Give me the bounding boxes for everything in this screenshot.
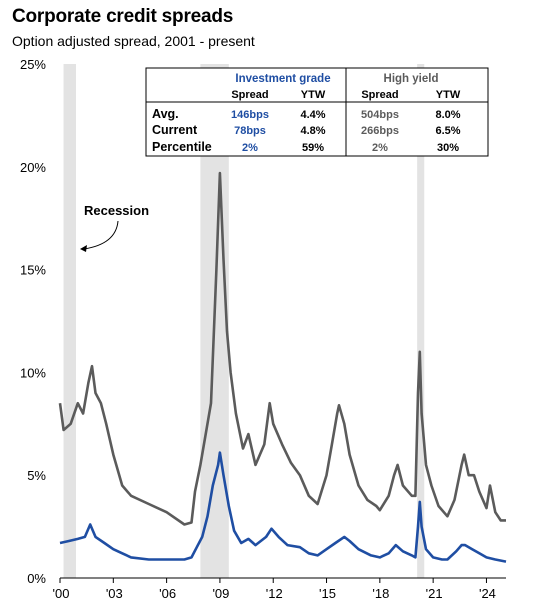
x-tick-label: '00 [53, 586, 70, 601]
x-tick-label: '15 [319, 586, 336, 601]
x-axis: '00 '03 '06 '09 '12 '15 '18 '21 '24 [53, 578, 496, 601]
ig-ytw-col-header: YTW [301, 89, 326, 101]
hy-ytw-col-header: YTW [436, 89, 461, 101]
stats-table: Investment grade High yield Spread YTW S… [145, 67, 489, 157]
percentile-ig-spread: 2% [242, 142, 258, 154]
recession-arrowhead [80, 245, 87, 252]
x-tick-label: '03 [106, 586, 123, 601]
y-tick-label: 0% [27, 571, 46, 586]
recession-label: Recession [84, 203, 149, 218]
row-label-avg: Avg. [152, 107, 179, 121]
x-tick-label: '09 [212, 586, 229, 601]
recession-arrow [83, 220, 119, 250]
y-tick-label: 15% [20, 263, 46, 278]
ig-spread-col-header: Spread [231, 89, 268, 101]
recession-band-1 [63, 64, 76, 578]
y-tick-label: 25% [20, 57, 46, 72]
y-tick-label: 10% [20, 365, 46, 380]
ig-group-header: Investment grade [235, 73, 330, 85]
current-hy-ytw: 6.5% [435, 125, 460, 137]
avg-ig-spread: 146bps [231, 109, 269, 121]
x-tick-label: '06 [159, 586, 176, 601]
x-tick-label: '24 [479, 586, 496, 601]
x-tick-label: '12 [266, 586, 283, 601]
percentile-ig-ytw: 59% [302, 142, 324, 154]
row-label-current: Current [152, 123, 198, 137]
current-ig-spread: 78bps [234, 125, 266, 137]
chart-title: Corporate credit spreads [12, 6, 234, 27]
hy-group-header: High yield [384, 73, 439, 85]
row-label-percentile: Percentile [152, 140, 212, 154]
avg-hy-spread: 504bps [361, 109, 399, 121]
x-tick-label: '18 [372, 586, 389, 601]
percentile-hy-spread: 2% [372, 142, 388, 154]
avg-hy-ytw: 8.0% [435, 109, 460, 121]
hy-spread-col-header: Spread [361, 89, 398, 101]
recession-band-3 [417, 64, 425, 578]
x-tick-label: '21 [426, 586, 443, 601]
avg-ig-ytw: 4.4% [300, 109, 325, 121]
series-line-2 [59, 451, 507, 563]
percentile-hy-ytw: 30% [437, 142, 459, 154]
series-lines [58, 171, 507, 563]
y-axis: 0% 5% 10% 15% 20% 25% [20, 57, 46, 586]
table-border [145, 67, 489, 157]
current-hy-spread: 266bps [361, 125, 399, 137]
current-ig-ytw: 4.8% [300, 125, 325, 137]
y-tick-label: 20% [20, 160, 46, 175]
chart-subtitle: Option adjusted spread, 2001 - present [12, 33, 255, 49]
y-tick-label: 5% [27, 468, 46, 483]
series-line-1 [58, 171, 506, 526]
